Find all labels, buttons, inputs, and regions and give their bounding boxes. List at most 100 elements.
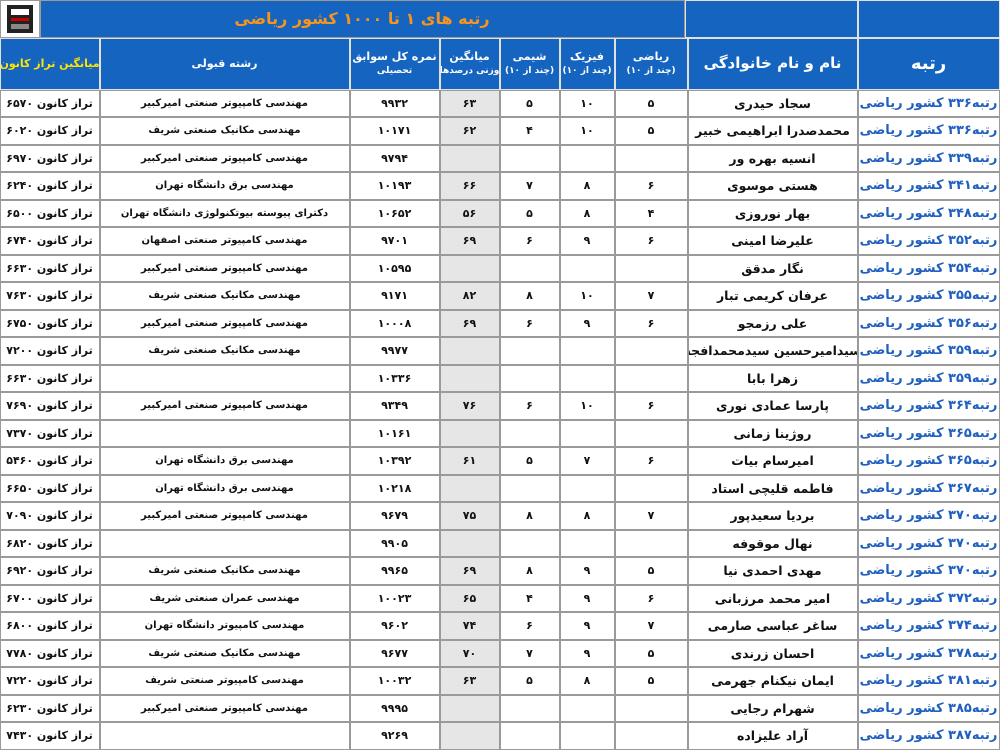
table-cell: ۶ [614,227,688,255]
table-cell [559,364,615,392]
header-cell: رشته قبولی [99,37,350,90]
rank-text: رتبه۳۸۷ کشور ریاضی [859,728,998,744]
table-cell: رتبه۳۳۹ کشور ریاضی [857,144,1000,172]
name-text: احسان زرندی [730,645,815,661]
level-text: تراز کانون ۷۰۹۰ [6,509,93,523]
rank-text: رتبه۳۸۵ کشور ریاضی [859,700,998,716]
table-cell: ۱۰ [559,117,615,145]
header-cell: ریاضی (چند از ۱۰) [614,37,688,90]
physics-text: ۹ [583,564,591,578]
name-text: علیرضا امینی [731,233,814,249]
table-cell [499,474,560,502]
table-cell [614,694,688,722]
average-text: ۷۵ [462,509,477,523]
table-cell: ۸ [499,557,560,585]
header-label: میانگین تراز کانون [0,57,100,70]
table-cell [559,474,615,502]
table-cell: ۹۳۴۹ [349,392,440,420]
table-cell [499,722,560,750]
table-cell: تراز کانون ۶۶۵۰ [0,474,100,502]
table-cell: نگار مدقق [687,254,858,282]
table-cell: رتبه۳۸۵ کشور ریاضی [857,694,1000,722]
major-text: مهندسی مکانیک صنعتی شریف [148,565,301,577]
table-cell: رتبه۳۷۰ کشور ریاضی [857,502,1000,530]
score-text: ۹۶۰۲ [381,619,408,633]
table-cell: تراز کانون ۶۷۰۰ [0,584,100,612]
table-cell: ۶۱ [439,447,500,475]
table-cell [559,694,615,722]
score-text: ۱۰۶۵۲ [377,206,412,220]
major-text: مهندسی کامپیوتر صنعتی امیرکبیر [141,97,308,109]
rank-text: رتبه۳۷۰ کشور ریاضی [859,508,998,524]
physics-text: ۹ [583,316,591,330]
math-text: ۶ [647,179,655,193]
table-cell: ۶۵ [439,584,500,612]
table-cell: ۸ [559,502,615,530]
table-cell: ۱۰۲۱۸ [349,474,440,502]
physics-text: ۹ [583,646,591,660]
math-text: ۵ [647,646,655,660]
table-cell: مهندسی برق دانشگاه تهران [99,447,350,475]
table-cell [439,722,500,750]
table-cell: ۶ [499,612,560,640]
average-text: ۷۰ [462,646,477,660]
table-cell: ۱۰۵۹۵ [349,254,440,282]
title-spacer [857,0,1000,38]
average-text: ۶۹ [462,316,477,330]
average-text: ۶۱ [462,454,477,468]
score-text: ۹۶۷۹ [381,509,408,523]
rank-text: رتبه۳۵۴ کشور ریاضی [859,260,998,276]
table-cell: ۶ [614,447,688,475]
table-cell: مهدی احمدی نیا [687,557,858,585]
average-text: ۵۶ [462,206,477,220]
rank-text: رتبه۳۴۱ کشور ریاضی [859,178,998,194]
name-text: علی رزمجو [737,315,808,331]
table-cell: محمدصدرا ابراهیمی خبیر [687,117,858,145]
table-cell: ۶۳ [439,89,500,117]
physics-text: ۸ [583,509,591,523]
table-cell: ۷۶ [439,392,500,420]
table-cell: تراز کانون ۷۳۷۰ [0,419,100,447]
table-cell: بهار نوروزی [687,199,858,227]
name-text: محمدصدرا ابراهیمی خبیر [695,123,850,139]
table-cell [559,529,615,557]
table-cell: ۴ [499,584,560,612]
level-text: تراز کانون ۶۲۴۰ [6,179,93,193]
table-cell: ۹۹۳۲ [349,89,440,117]
score-text: ۱۰۱۷۱ [377,124,412,138]
table-cell: ۹ [559,557,615,585]
table-cell: زهرا بابا [687,364,858,392]
name-text: نگار مدقق [741,260,804,276]
table-cell: ۵ [499,667,560,695]
table-cell: ۱۰۰۲۳ [349,584,440,612]
header-label: میانگین [449,49,490,63]
name-text: هستی موسوی [727,178,818,194]
rank-text: رتبه۳۵۲ کشور ریاضی [859,233,998,249]
physics-text: ۷ [583,454,591,468]
level-text: تراز کانون ۶۸۰۰ [6,619,93,633]
chemistry-text: ۶ [526,619,533,633]
level-text: تراز کانون ۷۷۸۰ [6,646,93,660]
table-cell: ۱۰۳۳۶ [349,364,440,392]
average-text: ۶۵ [462,591,477,605]
table-cell: ۶ [614,584,688,612]
table-cell: ۹ [559,639,615,667]
table-cell: ۷۴ [439,612,500,640]
table-cell [614,474,688,502]
table-cell: مهندسی کامپیوتر صنعتی امیرکبیر [99,144,350,172]
level-text: تراز کانون ۶۶۵۰ [6,481,93,495]
table-cell [614,722,688,750]
table-cell: رتبه۳۴۱ کشور ریاضی [857,172,1000,200]
chemistry-text: ۶ [526,316,533,330]
table-cell: روژینا زمانی [687,419,858,447]
physics-text: ۹ [583,591,591,605]
average-text: ۷۴ [462,619,477,633]
table-cell: رتبه۳۶۵ کشور ریاضی [857,447,1000,475]
table-cell [439,254,500,282]
level-text: تراز کانون ۷۳۷۰ [6,426,93,440]
rank-text: رتبه۳۵۵ کشور ریاضی [859,288,998,304]
major-text: مهندسی کامپیوتر صنعتی امیرکبیر [141,317,308,329]
table-cell: مهندسی کامپیوتر صنعتی اصفهان [99,227,350,255]
level-text: تراز کانون ۶۵۰۰ [6,206,93,220]
table-cell [559,337,615,365]
